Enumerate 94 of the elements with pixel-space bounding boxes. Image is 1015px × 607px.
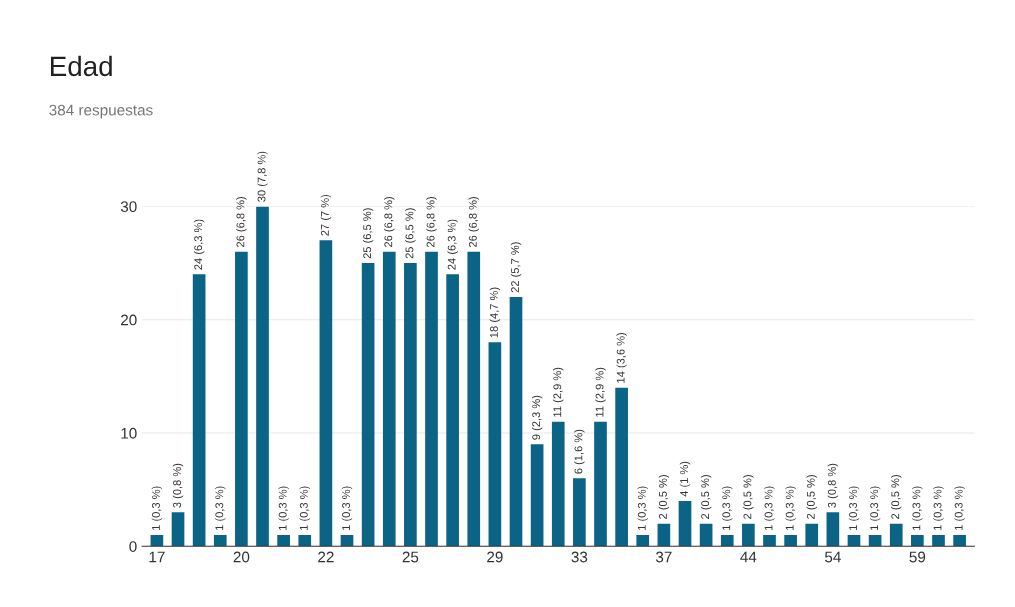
bar [425,251,438,547]
bar [256,206,269,547]
bar [826,512,840,547]
bar [573,478,586,547]
chart-subtitle: 384 respuestas [49,104,153,119]
bar [509,297,523,547]
data-label: 18 (4,7 %) [489,287,501,338]
data-label: 26 (6,8 %) [426,196,437,247]
data-label: 2 (0,5 %) [743,475,754,519]
bar [404,263,417,547]
data-label: 25 (6,5 %) [362,208,374,259]
data-label: 11 (2,9 %) [553,367,564,417]
bar [235,251,248,547]
data-label: 1 (0,3 %) [151,486,163,530]
data-label: 1 (0,3 %) [764,486,775,530]
data-label: 6 (1,6 %) [574,429,585,474]
data-label: 3 (0,8 %) [172,463,184,508]
x-tick-label: 25 [402,551,419,563]
data-label: 1 (0,3 %) [869,486,881,530]
y-tick-label: 10 [121,427,137,439]
bar [953,534,966,547]
bar [889,523,903,547]
bar [213,534,227,547]
bar [615,387,628,547]
data-label: 24 (6,3 %) [193,219,205,270]
bar [488,342,502,547]
data-label: 3 (0,8 %) [827,463,839,508]
bar [784,534,797,547]
data-label: 2 (0,5 %) [700,475,712,519]
data-label: 1 (0,3 %) [848,486,860,530]
x-tick-label: 44 [740,551,757,563]
bar [847,534,861,547]
bar [467,251,481,547]
bar [298,534,312,547]
data-label: 1 (0,3 %) [637,486,648,530]
bar [720,534,734,547]
bar [678,500,692,547]
chart-title: Edad [51,55,112,77]
data-label: 11 (2,9 %) [595,367,606,417]
y-tick-label: 20 [121,314,137,326]
y-tick-label: 0 [129,541,137,552]
bar [277,534,290,547]
data-label: 1 (0,3 %) [785,486,796,530]
data-label: 22 (5,7 %) [510,242,522,293]
x-tick-label: 33 [571,551,588,563]
data-label: 9 (2,3 %) [531,395,543,440]
data-label: 1 (0,3 %) [215,486,226,530]
bar [636,534,650,547]
x-tick-label: 59 [909,551,926,563]
data-label: 27 (7 %) [320,194,332,236]
bar [699,523,713,547]
bar [868,534,882,547]
data-label: 1 (0,3 %) [933,486,944,530]
bar [340,534,354,547]
data-label: 30 (7,8 %) [257,151,268,202]
data-label: 26 (6,8 %) [384,196,395,247]
bar [530,444,544,547]
data-label: 26 (6,8 %) [468,196,479,247]
bar [192,274,206,547]
bar [150,534,164,547]
x-tick-label: 37 [655,551,672,563]
data-label: 14 (3,6 %) [616,332,627,383]
data-label: 2 (0,5 %) [891,475,902,519]
bar [657,523,671,547]
bar [911,534,924,547]
bar [594,421,607,547]
data-label: 26 (6,8 %) [236,196,247,247]
data-label: 1 (0,3 %) [341,486,353,530]
bar [763,534,776,547]
bar [171,512,185,547]
bar [932,534,945,547]
data-label: 2 (0,5 %) [658,475,670,519]
data-label: 1 (0,3 %) [954,486,965,530]
data-label: 4 (1 %) [679,461,691,497]
x-tick-label: 17 [149,551,165,563]
data-label: 24 (6,3 %) [447,219,458,270]
bar [382,251,396,547]
bar [551,421,565,547]
data-label: 1 (0,3 %) [278,486,289,530]
data-label: 1 (0,3 %) [912,486,923,530]
bar [361,263,375,547]
x-tick-label: 22 [318,551,334,563]
x-tick-label: 29 [487,551,503,563]
data-label: 1 (0,3 %) [722,486,733,530]
x-tick-label: 54 [824,551,841,563]
data-label: 25 (6,5 %) [405,208,416,259]
y-tick-label: 30 [120,201,137,213]
bar [446,274,459,547]
data-label: 2 (0,5 %) [806,475,817,519]
x-tick-label: 20 [233,551,250,563]
data-label: 1 (0,3 %) [299,486,310,530]
bar [805,523,819,547]
bar [319,240,333,547]
bar [742,523,755,547]
